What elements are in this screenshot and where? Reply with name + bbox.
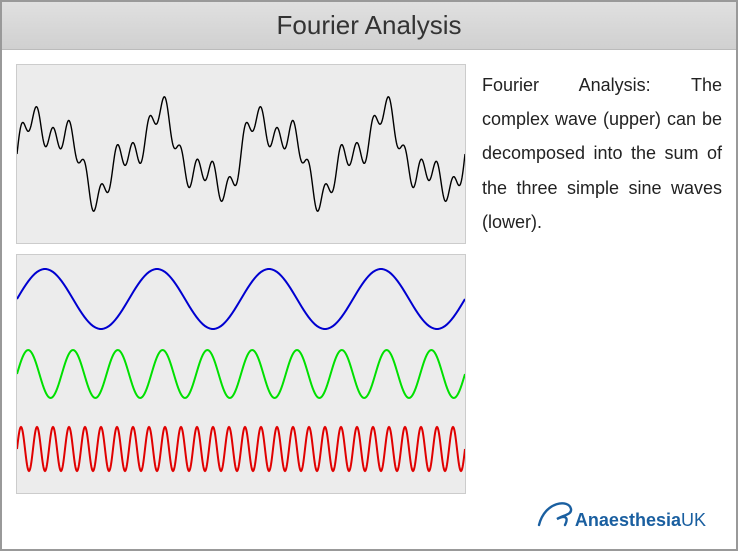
complex-wave-panel	[16, 64, 466, 244]
sine-wave-high	[17, 413, 465, 485]
brand-logo: AnaesthesiaUK	[535, 495, 706, 531]
sine-wave-low	[17, 263, 465, 335]
content-area: Fourier Analysis: The complex wave (uppe…	[2, 50, 736, 549]
logo-brand-light: UK	[681, 510, 706, 530]
waves-column	[16, 64, 466, 535]
logo-swoosh-icon	[535, 495, 575, 531]
figure-frame: Fourier Analysis Fourier Analysis: The c…	[0, 0, 738, 551]
component-waves-panel	[16, 254, 466, 494]
text-column: Fourier Analysis: The complex wave (uppe…	[482, 64, 722, 535]
complex-wave-plot	[17, 65, 465, 243]
title-bar: Fourier Analysis	[2, 2, 736, 50]
description-text: Fourier Analysis: The complex wave (uppe…	[482, 68, 722, 239]
figure-title: Fourier Analysis	[2, 10, 736, 41]
sine-wave-mid	[17, 338, 465, 410]
logo-brand-bold: Anaesthesia	[575, 510, 681, 530]
logo-text: AnaesthesiaUK	[575, 510, 706, 531]
